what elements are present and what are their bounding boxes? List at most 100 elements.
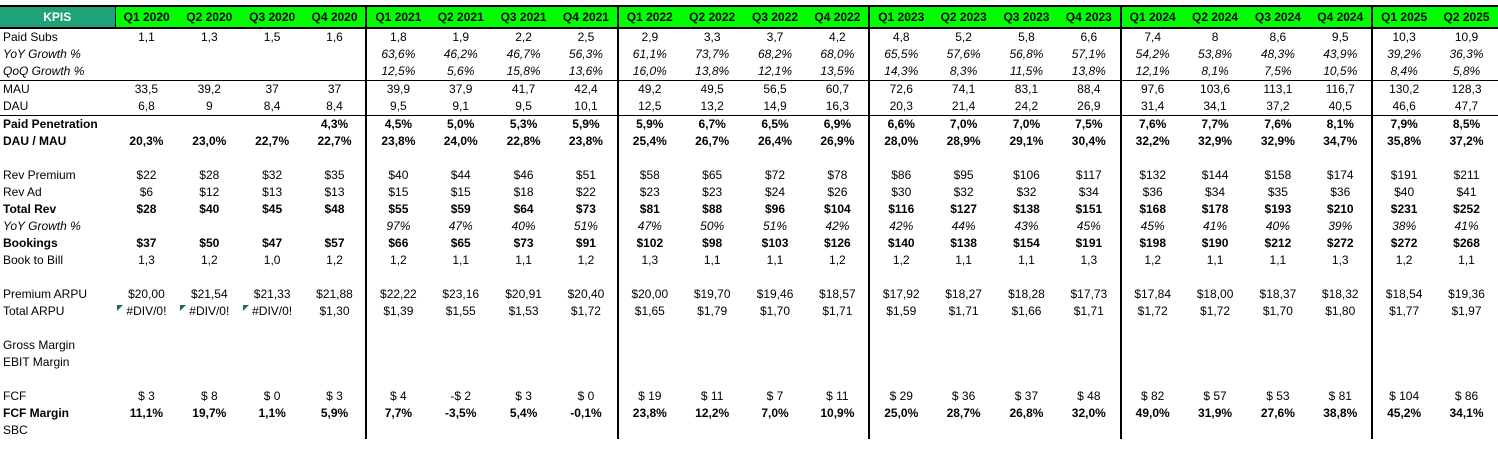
quarter-header-cell[interactable]: Q4 2020 [303, 5, 368, 29]
value-cell[interactable] [1246, 371, 1309, 388]
value-cell[interactable]: 34,1% [1449, 406, 1484, 420]
value-cell[interactable] [240, 63, 304, 81]
value-cell[interactable] [555, 150, 619, 167]
value-cell[interactable]: 11,5% [995, 63, 1058, 81]
value-cell[interactable] [241, 116, 304, 134]
value-cell[interactable]: $15 [450, 185, 471, 199]
value-cell[interactable] [806, 150, 871, 167]
value-cell[interactable]: $1,72 [1200, 304, 1231, 318]
value-cell[interactable] [869, 337, 932, 354]
value-cell[interactable]: $59 [450, 202, 471, 216]
value-cell[interactable]: 45% [1140, 219, 1165, 233]
value-cell[interactable]: $1,70 [1262, 304, 1293, 318]
value-cell[interactable] [429, 354, 492, 371]
value-cell[interactable] [429, 150, 492, 167]
value-cell[interactable] [303, 337, 368, 354]
value-cell[interactable] [744, 354, 807, 371]
kpis-header-cell[interactable]: KPIS [0, 5, 116, 29]
value-cell[interactable]: 56,3% [555, 46, 619, 63]
value-cell[interactable]: $1,79 [697, 304, 728, 318]
value-cell[interactable]: 38,8% [1309, 405, 1374, 422]
value-cell[interactable]: 28,9% [946, 134, 981, 148]
value-cell[interactable]: 6,6% [887, 117, 915, 131]
value-cell[interactable] [1246, 269, 1309, 286]
value-cell[interactable]: 68,2% [758, 47, 793, 61]
value-cell[interactable]: 5,8% [1435, 63, 1498, 81]
value-cell[interactable] [1309, 320, 1374, 337]
value-cell[interactable] [178, 422, 241, 439]
value-cell[interactable] [1435, 354, 1498, 371]
row-label-cell[interactable]: FCF [3, 389, 27, 403]
quarter-header-cell[interactable]: Q3 2022 [743, 5, 807, 29]
value-cell[interactable]: 13,6% [555, 63, 619, 81]
value-cell[interactable] [555, 320, 619, 337]
value-cell[interactable]: $ 57 [1203, 389, 1227, 403]
value-cell[interactable]: $26 [806, 184, 871, 201]
value-cell[interactable] [115, 354, 178, 371]
value-cell[interactable]: 128,3 [1451, 82, 1482, 96]
value-cell[interactable]: $18,28 [1008, 287, 1045, 301]
value-cell[interactable]: $40 [199, 202, 220, 216]
value-cell[interactable]: 47% [637, 219, 662, 233]
value-cell[interactable]: 4,2 [806, 28, 871, 46]
value-cell[interactable] [429, 337, 492, 354]
value-cell[interactable]: $1,72 [1137, 304, 1168, 318]
value-cell[interactable]: 41,7 [511, 82, 536, 96]
value-cell[interactable] [241, 371, 304, 388]
value-cell[interactable] [995, 422, 1058, 439]
value-cell[interactable]: 7,0% [761, 406, 789, 420]
value-cell[interactable] [115, 116, 178, 134]
value-cell[interactable]: $24 [765, 185, 786, 199]
value-cell[interactable]: $1,71 [1057, 303, 1122, 320]
value-cell[interactable]: 47,7 [1435, 98, 1498, 116]
row-label-cell[interactable] [0, 269, 115, 286]
value-cell[interactable] [178, 354, 241, 371]
value-cell[interactable]: 37,2% [1449, 134, 1484, 148]
value-cell[interactable]: $ 86 [1454, 389, 1479, 403]
quarter-header-cell[interactable]: Q4 2024 [1309, 5, 1374, 29]
value-cell[interactable]: $ 3 [515, 389, 532, 403]
value-cell[interactable]: 7,7% [1201, 117, 1229, 131]
value-cell[interactable] [744, 320, 807, 337]
value-cell[interactable]: 13,5% [806, 63, 871, 81]
value-cell[interactable]: 7,4 [1144, 30, 1162, 44]
value-cell[interactable]: 72,6 [889, 82, 913, 96]
value-cell[interactable]: 7,6% [1139, 117, 1167, 131]
value-cell[interactable]: 49,5 [700, 82, 724, 96]
value-cell[interactable] [241, 320, 304, 337]
value-cell[interactable]: 5,0% [447, 117, 475, 131]
value-cell[interactable]: 13,2 [680, 98, 744, 116]
value-cell[interactable]: 41% [1454, 219, 1479, 233]
value-cell[interactable]: $95 [953, 168, 974, 182]
value-cell[interactable] [869, 371, 932, 388]
value-cell[interactable]: -3,5% [445, 406, 477, 420]
value-cell[interactable] [618, 269, 681, 286]
value-cell[interactable]: $18,54 [1385, 287, 1423, 301]
value-cell[interactable]: $18,27 [945, 287, 982, 301]
value-cell[interactable]: $140 [887, 236, 915, 250]
value-cell[interactable]: 16,0% [617, 63, 681, 81]
value-cell[interactable]: 1,1 [1018, 253, 1035, 267]
quarter-header-cell[interactable]: Q1 2022 [617, 5, 681, 29]
value-cell[interactable]: -$ 2 [450, 389, 472, 403]
value-cell[interactable] [1372, 269, 1435, 286]
value-cell[interactable] [869, 320, 932, 337]
value-cell[interactable]: 1,2 [892, 253, 910, 267]
quarter-header-cell[interactable]: Q2 2020 [177, 5, 241, 29]
value-cell[interactable] [115, 46, 178, 63]
value-cell[interactable]: $65 [702, 168, 723, 182]
value-cell[interactable]: $88 [702, 202, 723, 216]
value-cell[interactable] [1435, 337, 1498, 354]
value-cell[interactable]: $252 [1453, 202, 1480, 216]
value-cell[interactable] [241, 354, 304, 371]
value-cell[interactable]: $103 [761, 236, 789, 250]
value-cell[interactable]: $73 [513, 236, 534, 250]
value-cell[interactable] [1372, 422, 1435, 439]
value-cell[interactable]: $ 3 [138, 389, 155, 403]
value-cell[interactable] [869, 269, 932, 286]
value-cell[interactable]: 1,8 [390, 30, 407, 44]
value-cell[interactable] [681, 371, 744, 388]
value-cell[interactable]: $272 [1309, 235, 1374, 252]
value-cell[interactable]: $106 [1013, 168, 1040, 182]
value-cell[interactable]: $1,65 [634, 304, 665, 318]
